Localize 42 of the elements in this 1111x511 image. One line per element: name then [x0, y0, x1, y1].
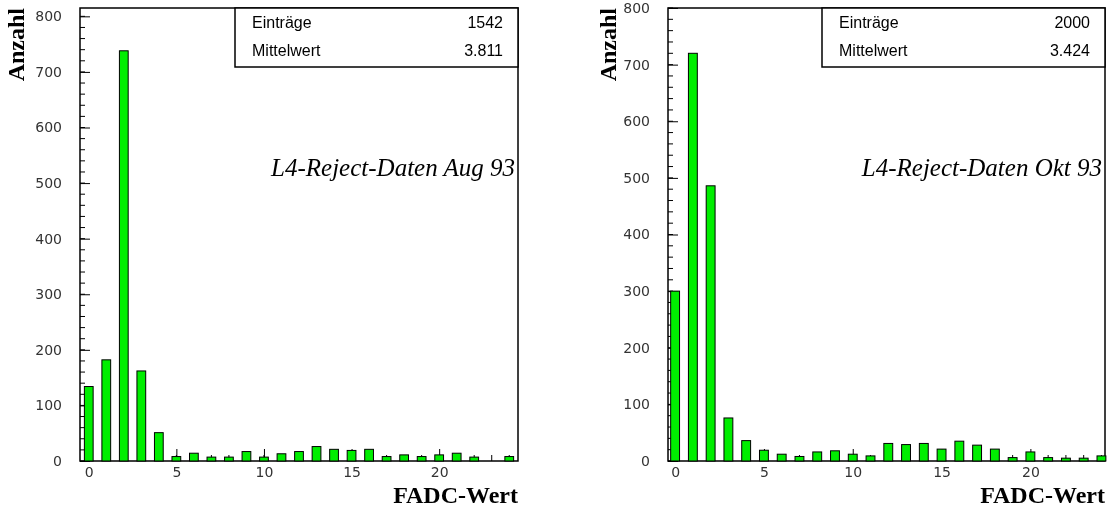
x-tick-label: 10: [255, 463, 274, 480]
y-axis-title: Anzahl: [3, 7, 29, 82]
x-tick-label: 15: [933, 463, 951, 480]
x-axis-title: FADC-Wert: [393, 482, 518, 508]
x-tick-label: 20: [1021, 463, 1040, 480]
y-tick-label: 0: [53, 452, 62, 469]
x-tick-label: 5: [172, 463, 182, 480]
y-tick-label: 0: [641, 452, 650, 469]
x-tick-label: 15: [343, 463, 361, 480]
y-tick-label: 800: [35, 8, 62, 25]
annotation: Mittelwert: [252, 42, 322, 59]
y-tick-label: 200: [35, 341, 62, 358]
annotation: 3.811: [464, 42, 504, 59]
y-tick-label: 100: [35, 397, 62, 414]
annotation: 3.424: [1049, 42, 1091, 59]
y-tick-label: 700: [623, 56, 650, 73]
x-axis-title: FADC-Wert: [980, 482, 1105, 508]
y-tick-label: 800: [623, 0, 650, 16]
y-tick-label: 500: [623, 169, 650, 186]
y-tick-label: 300: [623, 283, 650, 300]
y-tick-label: 600: [35, 119, 62, 136]
annotation: 2000: [1054, 14, 1091, 31]
y-tick-label: 700: [35, 63, 62, 80]
x-tick-label: 0: [84, 463, 94, 480]
y-tick-label: 500: [35, 175, 62, 192]
y-tick-label: 100: [623, 396, 650, 413]
y-tick-label: 400: [623, 226, 650, 243]
x-tick-label: 0: [671, 463, 681, 480]
y-tick-label: 300: [35, 286, 62, 303]
y-tick-label: 600: [623, 113, 650, 130]
annotation: Mittelwert: [839, 42, 909, 59]
annotation: 1542: [467, 14, 504, 31]
x-tick-label: 10: [844, 463, 863, 480]
y-tick-label: 400: [35, 230, 62, 247]
y-tick-label: 200: [623, 339, 650, 356]
x-tick-label: 5: [759, 463, 769, 480]
x-tick-label: 20: [430, 463, 449, 480]
annotation: Einträge: [839, 14, 899, 31]
y-axis-title: Anzahl: [595, 7, 621, 82]
annotation: L4-Reject-Daten Aug 93: [270, 154, 515, 181]
annotation: L4-Reject-Daten Okt 93: [860, 154, 1102, 181]
annotation: Einträge: [252, 14, 312, 31]
